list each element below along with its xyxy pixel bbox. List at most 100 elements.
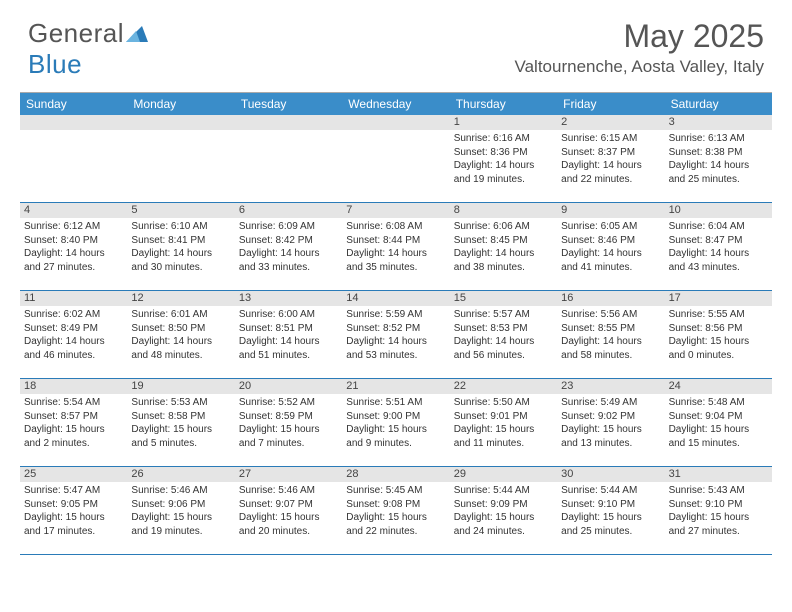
day-cell: Sunrise: 5:49 AMSunset: 9:02 PMDaylight:… [557,394,664,466]
week-row: Sunrise: 6:12 AMSunset: 8:40 PMDaylight:… [20,218,772,291]
day-number: 24 [665,379,772,394]
logo-general: General [28,18,124,48]
day-details: Sunrise: 5:43 AMSunset: 9:10 PMDaylight:… [669,484,768,538]
day-cell: Sunrise: 5:52 AMSunset: 8:59 PMDaylight:… [235,394,342,466]
week-number-strip: 123 [20,115,772,130]
day-details: Sunrise: 6:12 AMSunset: 8:40 PMDaylight:… [24,220,123,274]
day-details: Sunrise: 6:13 AMSunset: 8:38 PMDaylight:… [669,132,768,186]
day-details: Sunrise: 6:05 AMSunset: 8:46 PMDaylight:… [561,220,660,274]
day-cell: Sunrise: 6:06 AMSunset: 8:45 PMDaylight:… [450,218,557,290]
day-cell: Sunrise: 5:53 AMSunset: 8:58 PMDaylight:… [127,394,234,466]
day-number: 21 [342,379,449,394]
day-number: 2 [557,115,664,130]
day-details: Sunrise: 6:16 AMSunset: 8:36 PMDaylight:… [454,132,553,186]
week-number-strip: 18192021222324 [20,379,772,394]
day-cell: Sunrise: 5:46 AMSunset: 9:06 PMDaylight:… [127,482,234,554]
day-number: 9 [557,203,664,218]
day-cell: Sunrise: 6:09 AMSunset: 8:42 PMDaylight:… [235,218,342,290]
day-details: Sunrise: 5:50 AMSunset: 9:01 PMDaylight:… [454,396,553,450]
day-cell: Sunrise: 5:43 AMSunset: 9:10 PMDaylight:… [665,482,772,554]
day-cell: Sunrise: 6:02 AMSunset: 8:49 PMDaylight:… [20,306,127,378]
day-cell: Sunrise: 5:59 AMSunset: 8:52 PMDaylight:… [342,306,449,378]
weekday-label: Friday [557,93,664,115]
day-cell: Sunrise: 5:46 AMSunset: 9:07 PMDaylight:… [235,482,342,554]
day-cell: Sunrise: 5:48 AMSunset: 9:04 PMDaylight:… [665,394,772,466]
day-details: Sunrise: 6:10 AMSunset: 8:41 PMDaylight:… [131,220,230,274]
day-cell: Sunrise: 5:56 AMSunset: 8:55 PMDaylight:… [557,306,664,378]
weekday-label: Sunday [20,93,127,115]
day-details: Sunrise: 5:55 AMSunset: 8:56 PMDaylight:… [669,308,768,362]
day-details: Sunrise: 5:59 AMSunset: 8:52 PMDaylight:… [346,308,445,362]
day-number: 15 [450,291,557,306]
day-details: Sunrise: 5:46 AMSunset: 9:06 PMDaylight:… [131,484,230,538]
weekday-row: SundayMondayTuesdayWednesdayThursdayFrid… [20,93,772,115]
day-cell: Sunrise: 5:44 AMSunset: 9:09 PMDaylight:… [450,482,557,554]
week-row: Sunrise: 6:16 AMSunset: 8:36 PMDaylight:… [20,130,772,203]
day-details: Sunrise: 5:51 AMSunset: 9:00 PMDaylight:… [346,396,445,450]
week-number-strip: 11121314151617 [20,291,772,306]
day-number: 12 [127,291,234,306]
day-details: Sunrise: 5:46 AMSunset: 9:07 PMDaylight:… [239,484,338,538]
day-details: Sunrise: 6:04 AMSunset: 8:47 PMDaylight:… [669,220,768,274]
logo-text: General Blue [28,18,148,80]
day-details: Sunrise: 5:52 AMSunset: 8:59 PMDaylight:… [239,396,338,450]
week-row: Sunrise: 6:02 AMSunset: 8:49 PMDaylight:… [20,306,772,379]
week-row: Sunrise: 5:54 AMSunset: 8:57 PMDaylight:… [20,394,772,467]
day-number: 10 [665,203,772,218]
day-number [127,115,234,130]
weekday-label: Saturday [665,93,772,115]
weekday-label: Wednesday [342,93,449,115]
day-number: 29 [450,467,557,482]
logo-triangle-icon [126,18,148,49]
day-number: 11 [20,291,127,306]
day-number: 25 [20,467,127,482]
day-details: Sunrise: 5:49 AMSunset: 9:02 PMDaylight:… [561,396,660,450]
week-row: Sunrise: 5:47 AMSunset: 9:05 PMDaylight:… [20,482,772,555]
day-cell: Sunrise: 5:55 AMSunset: 8:56 PMDaylight:… [665,306,772,378]
day-details: Sunrise: 5:44 AMSunset: 9:10 PMDaylight:… [561,484,660,538]
weekday-label: Tuesday [235,93,342,115]
day-details: Sunrise: 5:56 AMSunset: 8:55 PMDaylight:… [561,308,660,362]
day-number [342,115,449,130]
day-cell: Sunrise: 6:05 AMSunset: 8:46 PMDaylight:… [557,218,664,290]
day-number: 20 [235,379,342,394]
day-cell: Sunrise: 6:16 AMSunset: 8:36 PMDaylight:… [450,130,557,202]
day-cell: Sunrise: 5:54 AMSunset: 8:57 PMDaylight:… [20,394,127,466]
day-details: Sunrise: 5:44 AMSunset: 9:09 PMDaylight:… [454,484,553,538]
weekday-label: Monday [127,93,234,115]
day-cell: Sunrise: 5:47 AMSunset: 9:05 PMDaylight:… [20,482,127,554]
week-number-strip: 45678910 [20,203,772,218]
day-number: 7 [342,203,449,218]
location: Valtournenche, Aosta Valley, Italy [515,57,764,77]
day-cell: Sunrise: 6:10 AMSunset: 8:41 PMDaylight:… [127,218,234,290]
day-number: 27 [235,467,342,482]
day-number: 19 [127,379,234,394]
day-number: 26 [127,467,234,482]
day-details: Sunrise: 5:45 AMSunset: 9:08 PMDaylight:… [346,484,445,538]
day-details: Sunrise: 6:15 AMSunset: 8:37 PMDaylight:… [561,132,660,186]
day-number: 31 [665,467,772,482]
day-number: 4 [20,203,127,218]
day-number [20,115,127,130]
weeks-container: 123 Sunrise: 6:16 AMSunset: 8:36 PMDaylig… [20,115,772,555]
day-cell: Sunrise: 6:15 AMSunset: 8:37 PMDaylight:… [557,130,664,202]
day-cell: Sunrise: 6:00 AMSunset: 8:51 PMDaylight:… [235,306,342,378]
day-details: Sunrise: 5:48 AMSunset: 9:04 PMDaylight:… [669,396,768,450]
day-number: 22 [450,379,557,394]
month-title: May 2025 [515,18,764,55]
day-number: 17 [665,291,772,306]
day-number: 6 [235,203,342,218]
day-number: 1 [450,115,557,130]
day-cell: Sunrise: 6:01 AMSunset: 8:50 PMDaylight:… [127,306,234,378]
day-details: Sunrise: 5:53 AMSunset: 8:58 PMDaylight:… [131,396,230,450]
day-cell: Sunrise: 5:45 AMSunset: 9:08 PMDaylight:… [342,482,449,554]
day-cell: Sunrise: 6:04 AMSunset: 8:47 PMDaylight:… [665,218,772,290]
day-cell [20,130,127,202]
day-cell: Sunrise: 5:50 AMSunset: 9:01 PMDaylight:… [450,394,557,466]
day-cell: Sunrise: 5:44 AMSunset: 9:10 PMDaylight:… [557,482,664,554]
day-number: 14 [342,291,449,306]
day-details: Sunrise: 6:06 AMSunset: 8:45 PMDaylight:… [454,220,553,274]
day-cell: Sunrise: 6:08 AMSunset: 8:44 PMDaylight:… [342,218,449,290]
day-number: 18 [20,379,127,394]
day-cell: Sunrise: 6:13 AMSunset: 8:38 PMDaylight:… [665,130,772,202]
